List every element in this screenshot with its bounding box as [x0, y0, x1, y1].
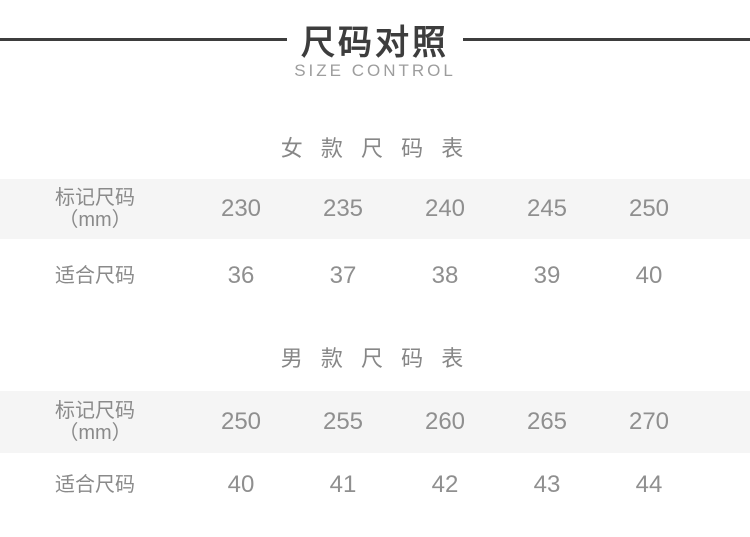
row-label-fit-size: 适合尺码: [0, 474, 190, 496]
section-title-men: 男 款 尺 码 表: [280, 346, 470, 371]
size-cell: 255: [322, 408, 364, 435]
size-cell: 265: [526, 408, 568, 435]
women-size-table: 标记尺码 （mm） 230 235 240 245 250 适合尺码 36 37…: [0, 179, 750, 313]
table-row-marked-size: 标记尺码 （mm） 230 235 240 245 250: [0, 179, 750, 239]
size-cell: 41: [329, 471, 357, 498]
page-title: 尺码对照: [301, 23, 449, 62]
size-cell: 40: [635, 262, 663, 289]
table-row-marked-size: 标记尺码 （mm） 250 255 260 265 270: [0, 391, 750, 453]
table-row-fit-size: 适合尺码 40 41 42 43 44: [0, 453, 750, 517]
table-row-fit-size: 适合尺码 36 37 38 39 40: [0, 239, 750, 313]
page-subtitle: SIZE CONTROL: [294, 61, 456, 80]
section-title-women: 女 款 尺 码 表: [280, 136, 470, 161]
men-size-table: 标记尺码 （mm） 250 255 260 265 270 适合尺码 40 41…: [0, 391, 750, 517]
title-rule-left: [0, 37, 287, 41]
size-cell: 36: [227, 262, 255, 289]
row-label-line1: 标记尺码: [55, 187, 135, 209]
size-cell: 40: [227, 471, 255, 498]
row-label-line2: （mm）: [58, 422, 132, 444]
row-label-fit-size: 适合尺码: [0, 265, 190, 287]
row-label-line1: 标记尺码: [55, 400, 135, 422]
size-cell: 240: [424, 195, 466, 222]
title-rule-right: [463, 37, 750, 41]
size-cell: 44: [635, 471, 663, 498]
size-cell: 230: [220, 195, 262, 222]
size-cell: 37: [329, 262, 357, 289]
size-cell: 42: [431, 471, 459, 498]
row-label-marked-size: 标记尺码 （mm）: [0, 187, 190, 231]
size-chart-header: 尺码对照 SIZE CONTROL: [0, 0, 750, 81]
size-cell: 38: [431, 262, 459, 289]
size-cell: 250: [220, 408, 262, 435]
row-label-line2: （mm）: [58, 209, 132, 231]
size-cell: 250: [628, 195, 670, 222]
size-cell: 270: [628, 408, 670, 435]
size-cell: 260: [424, 408, 466, 435]
size-cell: 43: [533, 471, 561, 498]
size-cell: 245: [526, 195, 568, 222]
row-label-line1: 适合尺码: [55, 265, 135, 287]
row-label-line1: 适合尺码: [55, 474, 135, 496]
title-row: 尺码对照: [0, 20, 750, 62]
row-label-marked-size: 标记尺码 （mm）: [0, 400, 190, 444]
size-cell: 235: [322, 195, 364, 222]
size-cell: 39: [533, 262, 561, 289]
